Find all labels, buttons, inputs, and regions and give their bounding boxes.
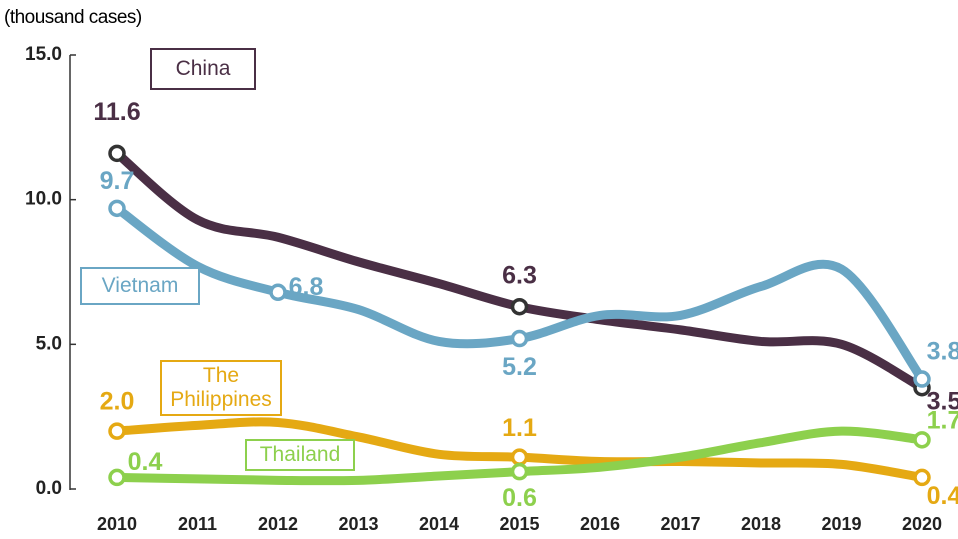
y-tick-label: 15.0 — [25, 44, 62, 65]
data-label: 0.6 — [502, 484, 537, 512]
marker — [510, 329, 529, 348]
marker — [269, 283, 287, 302]
marker — [108, 199, 126, 218]
data-label: 0.4 — [927, 482, 958, 510]
y-axis-label: (thousand cases) — [4, 7, 142, 28]
marker — [108, 422, 126, 440]
legend-vietnam: Vietnam — [80, 267, 200, 305]
series-line — [112, 426, 927, 486]
x-tick-label: 2013 — [338, 514, 378, 534]
y-tick-label: 10.0 — [25, 189, 62, 210]
legend-philippines: The Philippines — [160, 360, 282, 416]
x-tick-label: 2012 — [258, 514, 298, 534]
marker — [510, 448, 529, 466]
marker — [913, 431, 931, 449]
marker — [510, 462, 529, 481]
y-tick-label: 5.0 — [36, 333, 62, 354]
marker — [913, 468, 931, 487]
data-label: 11.6 — [93, 98, 140, 126]
legend-thailand: Thailand — [245, 439, 355, 471]
x-tick-label: 2019 — [821, 514, 861, 534]
marker — [108, 144, 126, 163]
data-label: 5.2 — [502, 353, 537, 381]
x-tick-label: 2016 — [580, 514, 620, 534]
x-tick-label: 2018 — [741, 514, 781, 534]
data-label: 1.1 — [502, 414, 537, 442]
data-label: 3.8 — [927, 338, 958, 366]
marker — [510, 297, 529, 316]
x-tick-label: 2014 — [419, 514, 459, 534]
marker — [108, 468, 126, 487]
legend-china: China — [150, 48, 256, 90]
y-tick-label: 0.0 — [36, 478, 62, 499]
x-tick-label: 2015 — [499, 514, 539, 534]
data-label: 0.4 — [128, 448, 163, 476]
data-label: 9.7 — [100, 167, 135, 195]
x-tick-label: 2020 — [902, 514, 942, 534]
marker — [913, 370, 931, 388]
x-tick-label: 2011 — [178, 514, 217, 534]
data-label: 1.7 — [927, 406, 958, 434]
data-label: 2.0 — [100, 388, 135, 416]
data-label: 3.5 — [927, 387, 958, 415]
data-label: 6.8 — [289, 273, 324, 301]
data-label: 6.3 — [502, 261, 537, 289]
x-tick-label: 2017 — [660, 514, 700, 534]
x-tick-label: 2010 — [97, 514, 137, 534]
